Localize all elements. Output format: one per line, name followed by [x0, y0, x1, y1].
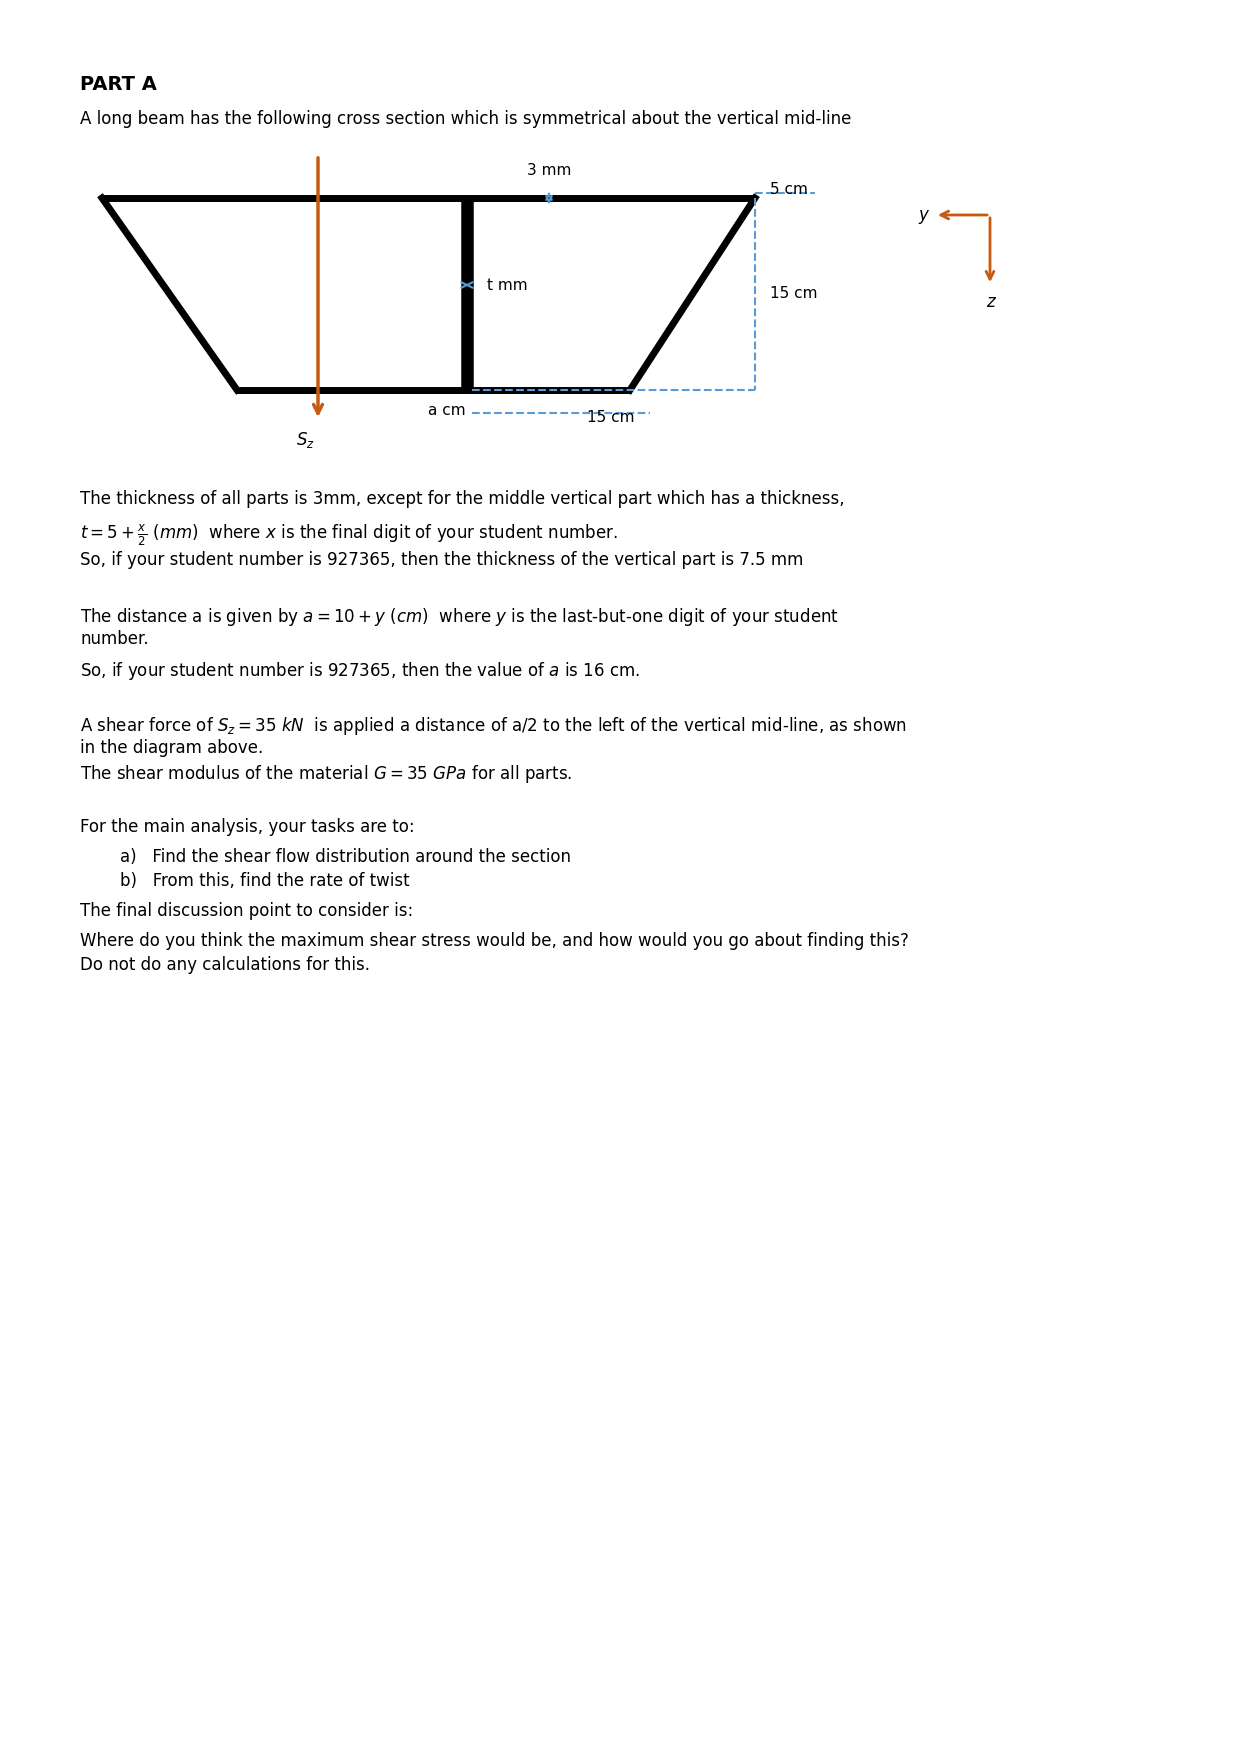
Text: $t = 5 + \frac{x}{2}$ $(mm)$  where $x$ is the final digit of your student numbe: $t = 5 + \frac{x}{2}$ $(mm)$ where $x$ i…	[81, 523, 618, 549]
Text: The thickness of all parts is 3mm, except for the middle vertical part which has: The thickness of all parts is 3mm, excep…	[81, 489, 844, 509]
Text: The distance a is given by $a = 10 + y$ $(cm)$  where $y$ is the last-but-one di: The distance a is given by $a = 10 + y$ …	[81, 605, 839, 628]
Text: Do not do any calculations for this.: Do not do any calculations for this.	[81, 956, 370, 973]
Text: A shear force of $S_z = 35$ $kN$  is applied a distance of a/2 to the left of th: A shear force of $S_z = 35$ $kN$ is appl…	[81, 716, 906, 737]
Text: a cm: a cm	[428, 403, 466, 417]
Text: PART A: PART A	[81, 75, 157, 95]
Text: a)   Find the shear flow distribution around the section: a) Find the shear flow distribution arou…	[120, 847, 570, 866]
Text: The shear modulus of the material $G = 35$ $GPa$ for all parts.: The shear modulus of the material $G = 3…	[81, 763, 573, 786]
Text: 3 mm: 3 mm	[527, 163, 572, 177]
Text: b)   From this, find the rate of twist: b) From this, find the rate of twist	[120, 872, 409, 889]
Text: So, if your student number is 927365, then the value of $a$ is 16 cm.: So, if your student number is 927365, th…	[81, 660, 640, 682]
Text: Where do you think the maximum shear stress would be, and how would you go about: Where do you think the maximum shear str…	[81, 931, 909, 951]
Text: number.: number.	[81, 630, 149, 647]
Text: 5 cm: 5 cm	[770, 182, 808, 198]
Text: For the main analysis, your tasks are to:: For the main analysis, your tasks are to…	[81, 817, 414, 837]
Text: 15 cm: 15 cm	[770, 286, 817, 302]
Text: $S_z$: $S_z$	[295, 430, 315, 451]
Text: t mm: t mm	[487, 277, 528, 293]
Text: y: y	[918, 205, 928, 225]
Text: A long beam has the following cross section which is symmetrical about the verti: A long beam has the following cross sect…	[81, 111, 852, 128]
Text: in the diagram above.: in the diagram above.	[81, 738, 263, 758]
Text: The final discussion point to consider is:: The final discussion point to consider i…	[81, 902, 413, 921]
Text: So, if your student number is 927365, then the thickness of the vertical part is: So, if your student number is 927365, th…	[81, 551, 804, 568]
Text: z: z	[986, 293, 994, 310]
Text: 15 cm: 15 cm	[588, 410, 635, 424]
